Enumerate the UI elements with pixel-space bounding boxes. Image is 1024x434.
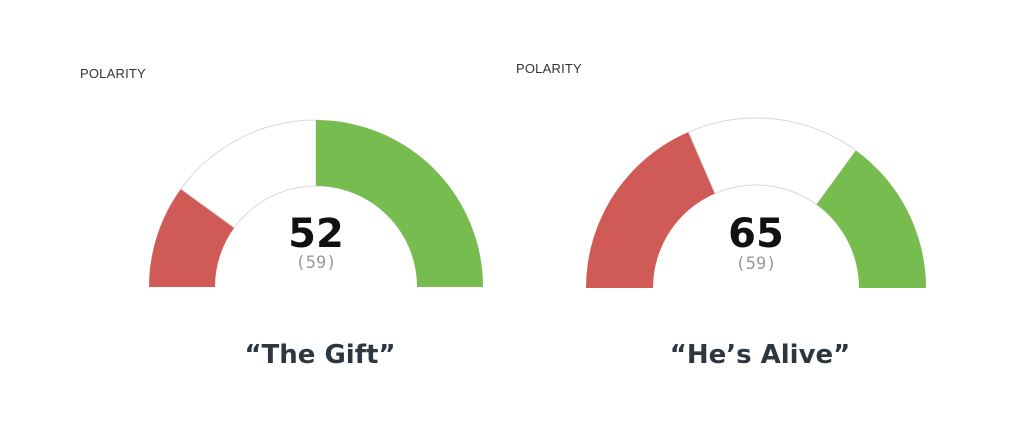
polarity-gauge-the-gift: 52 (59) xyxy=(149,119,483,287)
gauge-value: 52 xyxy=(288,211,344,257)
gauge-label: POLARITY xyxy=(80,66,146,81)
gauge-segment-neutral xyxy=(687,117,857,206)
gauge-segment-negative xyxy=(149,188,235,287)
gauge-segment-positive xyxy=(316,120,483,287)
gauge-caption: “He’s Alive” xyxy=(669,340,851,370)
gauge-segment-neutral xyxy=(180,119,317,229)
gauge-label: POLARITY xyxy=(516,61,582,76)
gauge-segment-positive xyxy=(816,150,926,288)
gauge-caption: “The Gift” xyxy=(244,340,396,370)
gauge-secondary-value: (59) xyxy=(296,253,337,273)
gauge-secondary-value: (59) xyxy=(736,254,777,274)
polarity-gauge-hes-alive: 65 (59) xyxy=(586,117,926,288)
gauge-value: 65 xyxy=(728,211,784,257)
gauge-segment-negative xyxy=(586,131,716,288)
